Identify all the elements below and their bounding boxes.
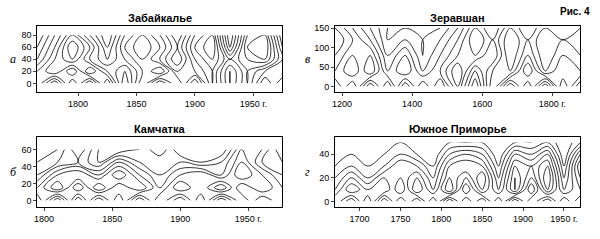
- svg-text:1200: 1200: [332, 99, 352, 109]
- svg-text:1850: 1850: [102, 214, 122, 224]
- svg-text:г: г: [305, 165, 310, 179]
- svg-text:0: 0: [26, 79, 31, 89]
- svg-text:0: 0: [324, 197, 329, 207]
- svg-text:60: 60: [21, 42, 31, 52]
- svg-text:б: б: [10, 165, 17, 179]
- svg-text:0: 0: [324, 82, 329, 92]
- svg-text:Рис. 4: Рис. 4: [560, 6, 590, 17]
- svg-text:1950 г.: 1950 г.: [240, 99, 267, 109]
- svg-text:1800 г.: 1800 г.: [539, 99, 566, 109]
- svg-text:80: 80: [21, 30, 31, 40]
- svg-text:1800: 1800: [68, 99, 88, 109]
- svg-text:Зеравшан: Зеравшан: [430, 12, 485, 24]
- svg-text:40: 40: [21, 54, 31, 64]
- svg-text:в: в: [305, 52, 310, 66]
- svg-text:20: 20: [21, 66, 31, 76]
- svg-text:1900: 1900: [170, 214, 190, 224]
- svg-text:1950 г.: 1950 г.: [550, 214, 577, 224]
- svg-text:1800: 1800: [431, 214, 451, 224]
- svg-text:1850: 1850: [126, 99, 146, 109]
- svg-text:1600: 1600: [472, 99, 492, 109]
- svg-text:Южное Приморье: Южное Приморье: [409, 123, 507, 135]
- svg-text:Забайкалье: Забайкалье: [128, 12, 192, 24]
- svg-text:а: а: [10, 52, 16, 66]
- svg-text:1900: 1900: [185, 99, 205, 109]
- svg-text:20: 20: [21, 179, 31, 189]
- svg-text:0: 0: [26, 196, 31, 206]
- svg-text:1400: 1400: [402, 99, 422, 109]
- svg-text:100: 100: [314, 43, 329, 53]
- svg-text:1900: 1900: [513, 214, 533, 224]
- svg-text:40: 40: [319, 149, 329, 159]
- svg-text:1950 г.: 1950 г.: [235, 214, 262, 224]
- svg-text:50: 50: [319, 62, 329, 72]
- svg-text:150: 150: [314, 23, 329, 33]
- svg-text:Камчатка: Камчатка: [134, 123, 185, 135]
- svg-text:1800: 1800: [34, 214, 54, 224]
- svg-text:1850: 1850: [472, 214, 492, 224]
- svg-text:1700: 1700: [350, 214, 370, 224]
- svg-text:1750: 1750: [390, 214, 410, 224]
- svg-text:60: 60: [21, 145, 31, 155]
- svg-text:20: 20: [319, 173, 329, 183]
- svg-text:40: 40: [21, 162, 31, 172]
